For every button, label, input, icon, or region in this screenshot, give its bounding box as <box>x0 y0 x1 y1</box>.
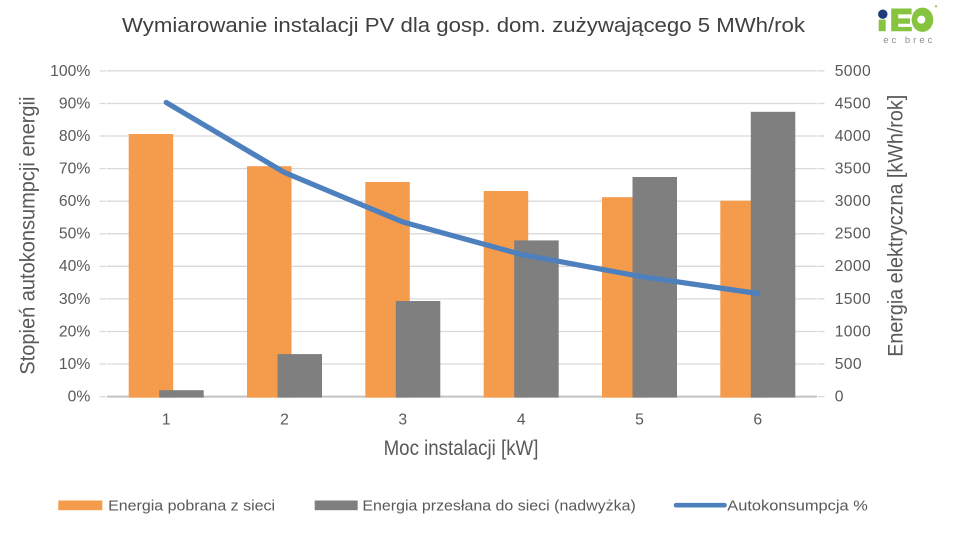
svg-text:80%: 80% <box>59 128 90 145</box>
svg-text:ec brec: ec brec <box>883 35 935 46</box>
svg-text:4500: 4500 <box>835 95 872 112</box>
svg-text:Wymiarowanie instalacji PV dla: Wymiarowanie instalacji PV dla gosp. dom… <box>122 15 806 37</box>
svg-text:2500: 2500 <box>835 226 872 243</box>
svg-text:4: 4 <box>517 412 526 429</box>
svg-text:1: 1 <box>162 412 171 429</box>
svg-text:2000: 2000 <box>835 258 872 275</box>
svg-text:Moc instalacji [kW]: Moc instalacji [kW] <box>384 437 539 460</box>
svg-text:2: 2 <box>280 412 289 429</box>
svg-text:500: 500 <box>835 356 862 373</box>
svg-text:100%: 100% <box>50 63 90 80</box>
svg-text:Stopień autokonsumpcji energii: Stopień autokonsumpcji energii <box>16 97 40 375</box>
svg-text:60%: 60% <box>59 193 90 210</box>
svg-text:4000: 4000 <box>835 128 872 145</box>
svg-text:6: 6 <box>753 412 762 429</box>
svg-text:50%: 50% <box>59 226 90 243</box>
svg-text:70%: 70% <box>59 161 90 178</box>
svg-text:Energia przesłana do sieci (na: Energia przesłana do sieci (nadwyżka) <box>362 498 635 514</box>
svg-text:3000: 3000 <box>835 193 872 210</box>
svg-text:0: 0 <box>835 389 844 406</box>
svg-text:10%: 10% <box>59 356 90 373</box>
svg-text:0%: 0% <box>68 389 91 406</box>
svg-text:3500: 3500 <box>835 161 872 178</box>
svg-text:20%: 20% <box>59 323 90 340</box>
svg-text:90%: 90% <box>59 95 90 112</box>
svg-text:5000: 5000 <box>835 63 872 80</box>
svg-text:Autokonsumpcja %: Autokonsumpcja % <box>727 498 868 514</box>
svg-text:1500: 1500 <box>835 291 872 308</box>
svg-text:1000: 1000 <box>835 323 872 340</box>
svg-text:30%: 30% <box>59 291 90 308</box>
svg-text:3: 3 <box>398 412 407 429</box>
svg-text:40%: 40% <box>59 258 90 275</box>
svg-text:5: 5 <box>635 412 644 429</box>
svg-text:Energia elektryczna [kWh/rok]: Energia elektryczna [kWh/rok] <box>884 95 908 357</box>
svg-text:Energia pobrana z sieci: Energia pobrana z sieci <box>108 498 275 514</box>
